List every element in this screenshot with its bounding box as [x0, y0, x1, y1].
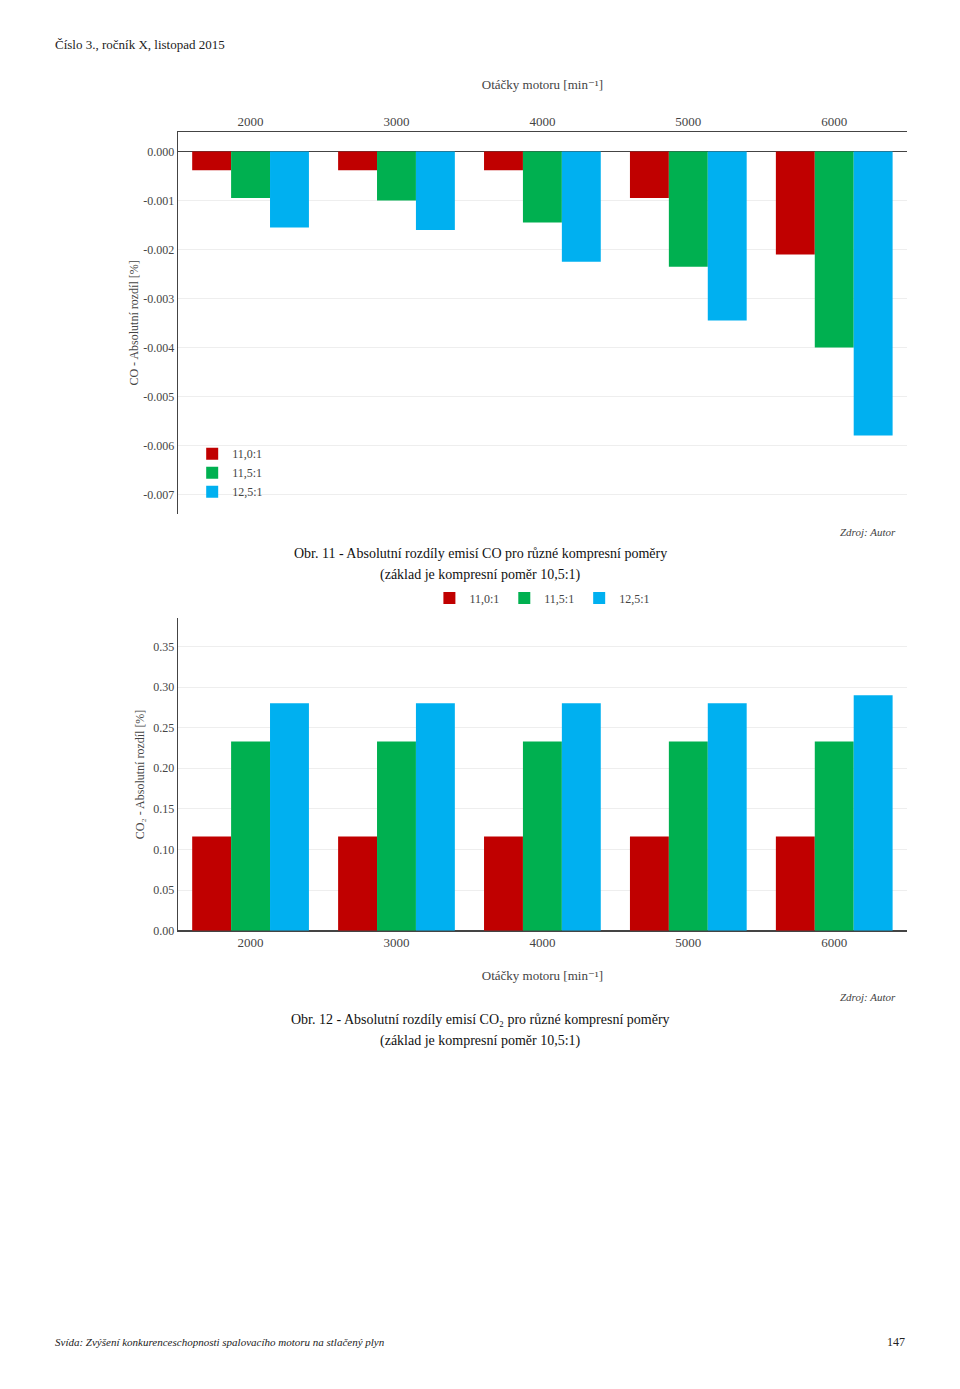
svg-text:0.00: 0.00 [153, 924, 174, 938]
svg-text:-0.001: -0.001 [143, 194, 174, 208]
svg-text:6000: 6000 [821, 935, 847, 950]
svg-text:3000: 3000 [383, 935, 409, 950]
svg-text:5000: 5000 [675, 114, 701, 129]
svg-text:0.35: 0.35 [153, 640, 174, 654]
svg-text:0.15: 0.15 [153, 802, 174, 816]
svg-text:0.25: 0.25 [153, 721, 174, 735]
svg-text:12,5:1: 12,5:1 [619, 592, 649, 606]
svg-text:11,5:1: 11,5:1 [544, 592, 574, 606]
svg-text:-0.005: -0.005 [143, 390, 174, 404]
svg-text:3000: 3000 [383, 114, 409, 129]
svg-text:147: 147 [887, 1335, 905, 1349]
svg-text:-0.002: -0.002 [143, 243, 174, 257]
svg-text:(základ je kompresní poměr 10,: (základ je kompresní poměr 10,5:1) [380, 1033, 581, 1049]
svg-text:2000: 2000 [238, 114, 264, 129]
svg-text:-0.006: -0.006 [143, 439, 174, 453]
svg-text:Otáčky motoru [min⁻¹]: Otáčky motoru [min⁻¹] [482, 968, 603, 983]
svg-text:Otáčky motoru [min⁻¹]: Otáčky motoru [min⁻¹] [482, 77, 603, 92]
svg-text:Svída: Zvýšení konkurenceschop: Svída: Zvýšení konkurenceschopnosti spal… [55, 1336, 385, 1348]
svg-text:-0.004: -0.004 [143, 341, 174, 355]
svg-text:0.05: 0.05 [153, 883, 174, 897]
svg-text:12,5:1: 12,5:1 [232, 485, 262, 499]
svg-text:-0.007: -0.007 [143, 488, 174, 502]
svg-text:-0.003: -0.003 [143, 292, 174, 306]
svg-text:5000: 5000 [675, 935, 701, 950]
svg-text:Obr. 12 - Absolutní rozdíly em: Obr. 12 - Absolutní rozdíly emisí CO₂ pr… [291, 1012, 670, 1027]
svg-text:6000: 6000 [821, 114, 847, 129]
svg-text:(základ je kompresní poměr 10,: (základ je kompresní poměr 10,5:1) [380, 567, 581, 583]
svg-text:0.000: 0.000 [147, 145, 174, 159]
svg-text:0.10: 0.10 [153, 843, 174, 857]
svg-text:4000: 4000 [529, 935, 555, 950]
svg-text:0.30: 0.30 [153, 680, 174, 694]
svg-text:CO₂ - Absolutní rozdíl [%]: CO₂ - Absolutní rozdíl [%] [133, 710, 147, 840]
svg-text:11,5:1: 11,5:1 [232, 466, 262, 480]
svg-text:2000: 2000 [238, 935, 264, 950]
svg-text:Zdroj: Autor: Zdroj: Autor [840, 991, 896, 1003]
svg-text:11,0:1: 11,0:1 [232, 447, 262, 461]
svg-text:Zdroj: Autor: Zdroj: Autor [840, 526, 896, 538]
svg-text:0.20: 0.20 [153, 761, 174, 775]
svg-text:4000: 4000 [529, 114, 555, 129]
svg-text:Číslo 3., ročník X, listopad 2: Číslo 3., ročník X, listopad 2015 [55, 37, 225, 52]
svg-text:Obr. 11 - Absolutní rozdíly em: Obr. 11 - Absolutní rozdíly emisí CO pro… [294, 546, 667, 561]
svg-text:11,0:1: 11,0:1 [469, 592, 499, 606]
svg-text:CO - Absolutní rozdíl [%]: CO - Absolutní rozdíl [%] [127, 260, 141, 385]
